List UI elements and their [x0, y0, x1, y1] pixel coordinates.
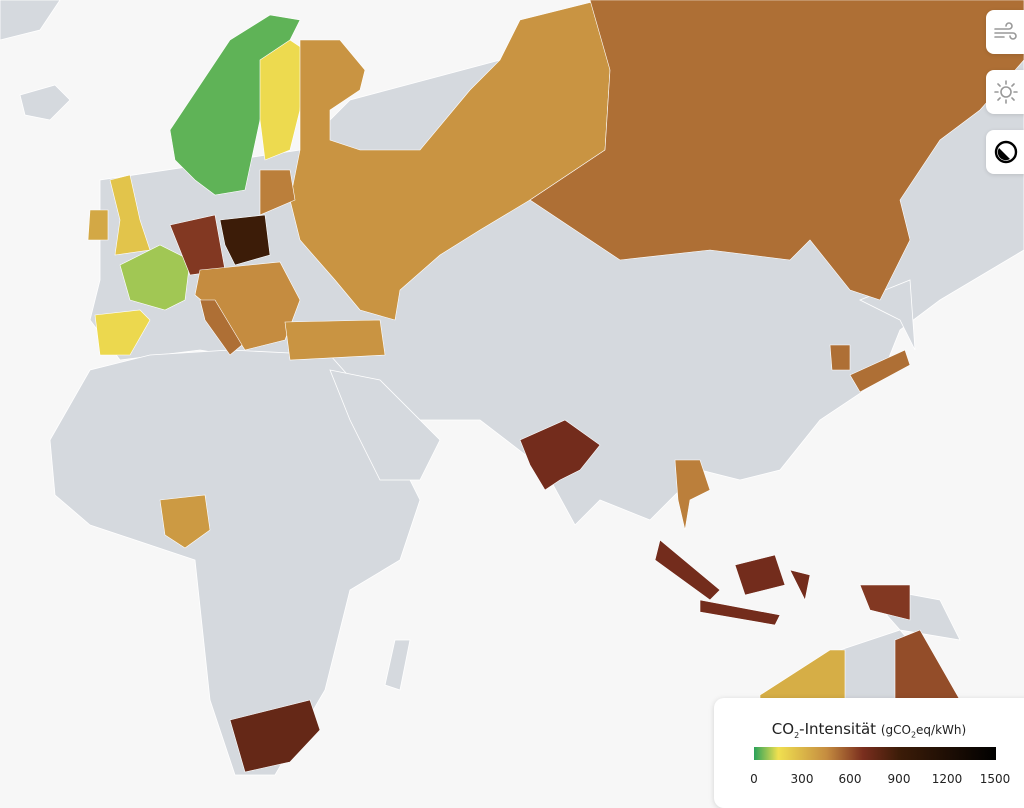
zone-nigeria[interactable]	[159, 494, 211, 549]
solar-layer-button[interactable]	[986, 70, 1024, 114]
zone-japan[interactable]	[849, 349, 911, 393]
zone-italy[interactable]	[199, 299, 243, 356]
zone-borneo[interactable]	[734, 554, 786, 596]
zone-sumatra[interactable]	[654, 539, 721, 601]
dark-mode-button[interactable]	[986, 130, 1024, 174]
legend-tick: 1500	[979, 772, 1011, 786]
legend-title: CO2-Intensität (gCO2eq/kWh)	[771, 720, 967, 740]
zone-finland[interactable]	[259, 39, 306, 161]
wind-layer-button[interactable]	[986, 10, 1024, 54]
wind-icon	[994, 22, 1017, 40]
zone-france[interactable]	[119, 244, 191, 311]
co2-intensity-legend: CO2-Intensität (gCO2eq/kWh) 0 300 600 90…	[714, 698, 1024, 808]
madagascar-landmass	[384, 639, 411, 691]
zone-papua[interactable]	[859, 584, 911, 621]
legend-tick: 300	[790, 772, 814, 786]
zone-central-europe[interactable]	[194, 261, 301, 351]
legend-tick: 900	[887, 772, 911, 786]
contrast-icon	[994, 140, 1018, 164]
greenland-landmass	[0, 0, 61, 41]
zone-spain[interactable]	[94, 309, 151, 356]
sun-icon	[994, 80, 1018, 104]
zone-java[interactable]	[699, 599, 781, 626]
legend-tick: 1200	[931, 772, 963, 786]
zone-india[interactable]	[519, 419, 601, 491]
legend-color-scale	[754, 747, 996, 760]
africa-landmass	[49, 349, 421, 776]
zone-ireland[interactable]	[87, 209, 109, 241]
arabia-landmass	[329, 369, 441, 481]
zone-sulawesi[interactable]	[789, 569, 811, 601]
zone-thailand[interactable]	[674, 459, 711, 531]
legend-tick: 0	[750, 772, 758, 786]
legend-tick: 600	[838, 772, 862, 786]
zone-korea[interactable]	[829, 344, 851, 371]
zone-south-africa[interactable]	[229, 699, 321, 773]
zone-baltics[interactable]	[259, 169, 296, 216]
zone-australia-west[interactable]	[759, 649, 846, 701]
iceland-landmass	[19, 84, 71, 121]
zone-australia-queensland[interactable]	[894, 629, 961, 701]
zone-poland[interactable]	[219, 214, 271, 266]
zone-turkey[interactable]	[284, 319, 386, 361]
